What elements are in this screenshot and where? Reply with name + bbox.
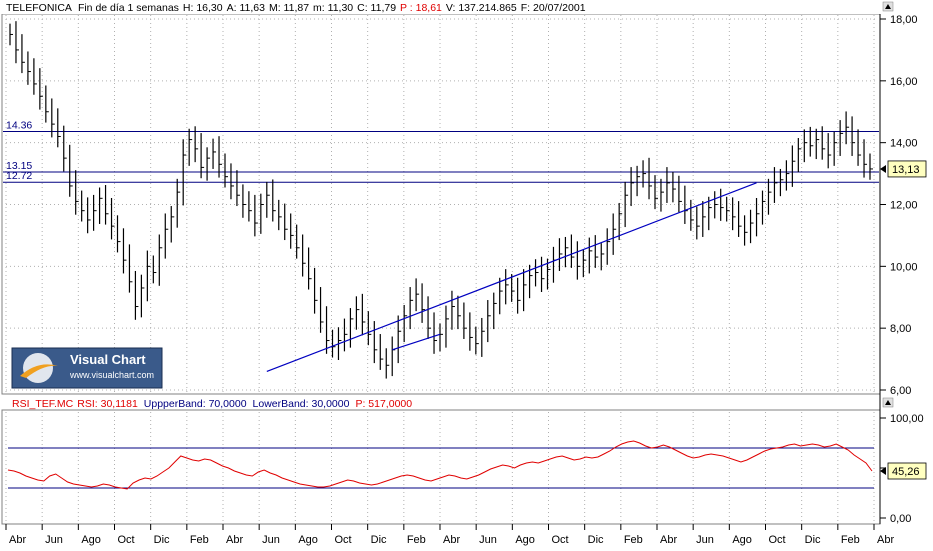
ohlc-bars xyxy=(9,21,873,379)
trendline xyxy=(266,182,757,373)
x-tick-label: Oct xyxy=(552,534,569,546)
x-axis: Abr Jun Ago Oct Dic Feb Abr Jun Ago Oct Dic Feb Abr J… xyxy=(5,524,894,546)
header-symbol: TELEFONICA xyxy=(6,2,72,14)
x-tick-label: Abr xyxy=(226,534,243,546)
x-tick-label: Jun xyxy=(262,534,280,546)
y-tick-label: 10,00 xyxy=(890,261,918,273)
scroll-up-button[interactable] xyxy=(882,1,894,12)
rsi-value: RSI: 30,1181 xyxy=(77,398,138,410)
x-tick-label: Abr xyxy=(877,534,894,546)
axis-layer: 6,00 8,00 10,00 12,00 14,00 16,00 18,00 13,13 0,… xyxy=(879,14,927,525)
x-tick-label: Abr xyxy=(443,534,460,546)
triangle-up-icon xyxy=(885,4,891,9)
rsi-last-marker-icon xyxy=(880,467,886,475)
level-label: 13.15 xyxy=(6,160,32,172)
rsi-title: RSI_TEF.MC xyxy=(12,398,74,410)
x-tick-label: Feb xyxy=(624,534,643,546)
x-tick-label: Jun xyxy=(696,534,714,546)
x-tick-label: Oct xyxy=(769,534,786,546)
last-price-marker-icon xyxy=(880,164,886,173)
rsi-upper: UppperBand: 70,0000 xyxy=(144,398,247,410)
x-tick-label: Ago xyxy=(515,534,535,546)
x-tick-label: Feb xyxy=(190,534,209,546)
header-p: P : 18,61 xyxy=(400,2,442,14)
x-tick-label: Abr xyxy=(660,534,677,546)
header-a: A: 11,63 xyxy=(227,2,265,14)
x-tick-label: Dic xyxy=(371,534,387,546)
x-tick-label: Feb xyxy=(841,534,860,546)
rsi-line xyxy=(7,440,873,490)
rsi-scroll-button[interactable] xyxy=(882,397,894,408)
rsi-layer xyxy=(7,440,874,490)
header-text: TELEFONICA Fin de día 1 semanas H: 16,30 A:… xyxy=(6,2,586,14)
x-tick-label: Jun xyxy=(479,534,497,546)
rsi-lower: LowerBand: 30,0000 xyxy=(253,398,350,410)
logo-swoosh-icon xyxy=(20,364,58,378)
triangle-up-icon xyxy=(885,400,891,405)
header-c: C: 11,79 xyxy=(357,2,396,14)
rsi-p: P: 517,0000 xyxy=(355,398,412,410)
rsi-y-tick-label: 0,00 xyxy=(890,513,911,525)
x-tick-label: Ago xyxy=(298,534,318,546)
x-tick-label: Dic xyxy=(154,534,170,546)
rsi-panel-frame xyxy=(1,409,881,525)
x-tick-label: Dic xyxy=(588,534,604,546)
y-tick-label: 8,00 xyxy=(890,323,911,335)
header-bar xyxy=(0,0,933,14)
header-min: m: 11,30 xyxy=(313,2,353,14)
rsi-last-box xyxy=(887,462,927,480)
last-price-label: 13,13 xyxy=(892,164,920,176)
x-tick-label: Ago xyxy=(732,534,752,546)
y-tick-label: 12,00 xyxy=(890,200,918,212)
y-tick-label: 6,00 xyxy=(890,385,911,397)
x-tick-label: Jun xyxy=(45,534,63,546)
visual-chart-logo: Visual Chart www.visualchart.com xyxy=(11,347,163,389)
x-tick-label: Feb xyxy=(407,534,426,546)
x-tick-label: Oct xyxy=(118,534,135,546)
y-tick-label: 18,00 xyxy=(890,14,918,26)
trendline xyxy=(392,333,441,351)
rsi-header-text: RSI_TEF.MC RSI: 30,1181 UppperBand: 70,000… xyxy=(12,398,412,410)
rsi-y-tick-label: 100,00 xyxy=(890,413,924,425)
rsi-last-label: 45,26 xyxy=(892,466,920,478)
header-period: Fin de día 1 semanas xyxy=(78,2,179,14)
x-tick-label: Oct xyxy=(335,534,352,546)
trendlines-layer xyxy=(266,182,757,373)
y-tick-label: 16,00 xyxy=(890,76,918,88)
x-tick-label: Dic xyxy=(805,534,821,546)
last-price-box xyxy=(887,160,927,178)
x-tick-label: Ago xyxy=(81,534,101,546)
rsi-header-bar xyxy=(3,396,879,409)
grid-layer xyxy=(5,15,878,524)
level-label: 12.72 xyxy=(6,170,32,182)
x-tick-label: Abr xyxy=(9,534,26,546)
logo-url: www.visualchart.com xyxy=(69,370,154,380)
level-label: 14.36 xyxy=(6,120,32,132)
y-tick-label: 14,00 xyxy=(890,138,918,150)
y-axis-area xyxy=(880,14,932,524)
header-f: F: 20/07/2001 xyxy=(521,2,586,14)
header-m: M: 11,87 xyxy=(269,2,309,14)
header-h: H: 16,30 xyxy=(183,2,223,14)
price-panel-frame xyxy=(1,13,881,395)
header-v: V: 137.214.865 xyxy=(446,2,517,14)
logo-title: Visual Chart xyxy=(70,352,146,367)
